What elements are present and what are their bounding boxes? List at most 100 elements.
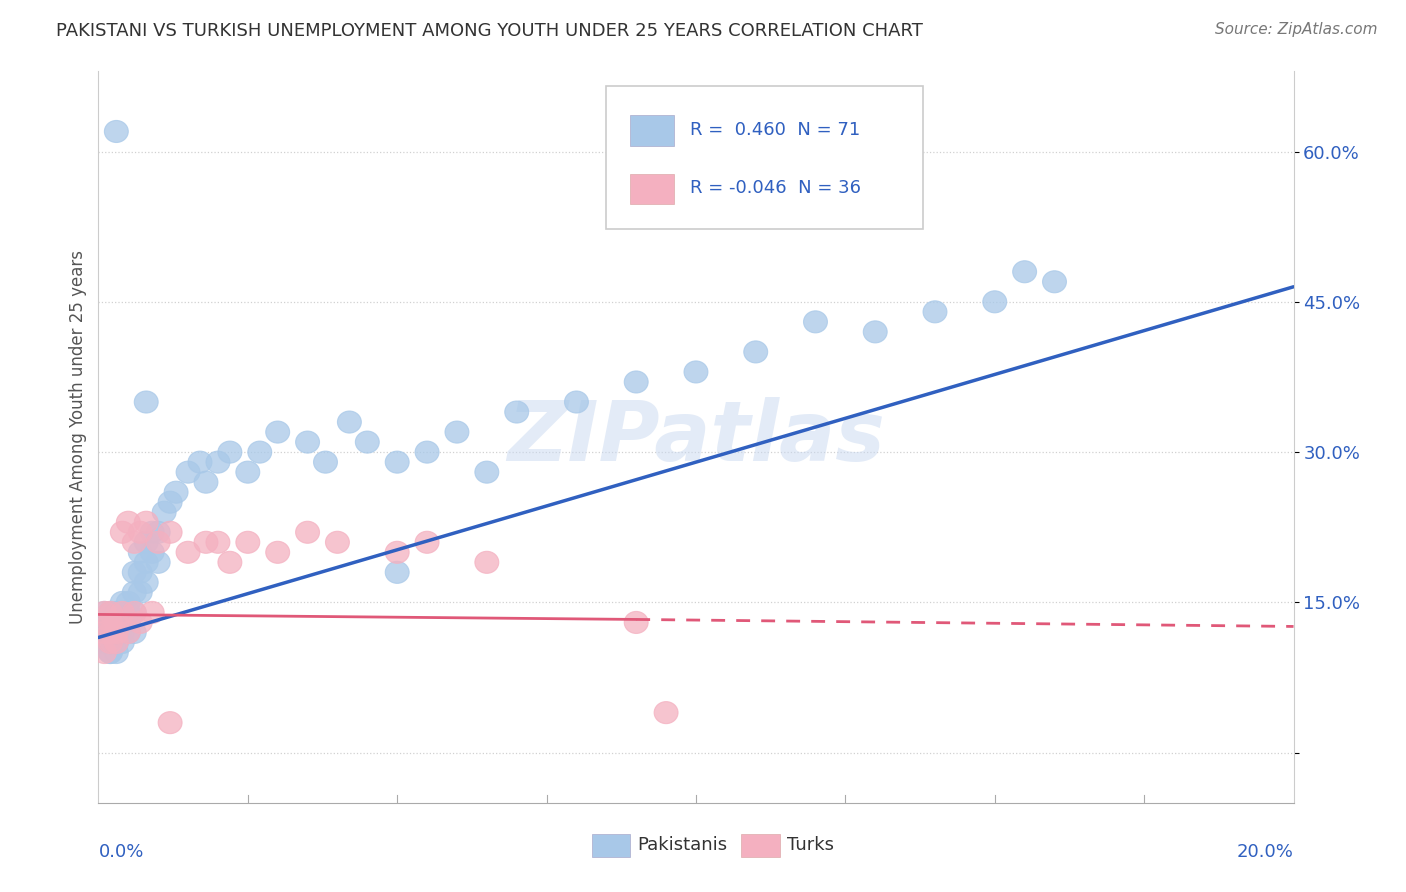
Ellipse shape — [122, 532, 146, 553]
Ellipse shape — [415, 441, 439, 463]
Ellipse shape — [565, 391, 589, 413]
Ellipse shape — [111, 601, 135, 624]
Ellipse shape — [122, 561, 146, 583]
Ellipse shape — [385, 541, 409, 564]
Ellipse shape — [415, 532, 439, 553]
Ellipse shape — [93, 611, 117, 633]
Ellipse shape — [104, 601, 128, 624]
Ellipse shape — [93, 622, 117, 643]
Ellipse shape — [104, 622, 128, 643]
Ellipse shape — [98, 622, 122, 643]
Ellipse shape — [93, 601, 117, 624]
Ellipse shape — [104, 120, 128, 143]
Text: R = -0.046  N = 36: R = -0.046 N = 36 — [690, 179, 860, 197]
Ellipse shape — [207, 532, 231, 553]
Ellipse shape — [159, 712, 183, 733]
Ellipse shape — [98, 611, 122, 633]
Ellipse shape — [117, 611, 141, 633]
Ellipse shape — [146, 551, 170, 574]
Ellipse shape — [218, 551, 242, 574]
Ellipse shape — [475, 551, 499, 574]
Ellipse shape — [128, 521, 152, 543]
Ellipse shape — [218, 441, 242, 463]
Text: Source: ZipAtlas.com: Source: ZipAtlas.com — [1215, 22, 1378, 37]
Ellipse shape — [141, 521, 165, 543]
Ellipse shape — [983, 291, 1007, 313]
Ellipse shape — [236, 532, 260, 553]
Ellipse shape — [159, 521, 183, 543]
Ellipse shape — [93, 641, 117, 664]
FancyBboxPatch shape — [630, 115, 675, 146]
Ellipse shape — [207, 451, 231, 473]
Text: R =  0.460  N = 71: R = 0.460 N = 71 — [690, 121, 860, 139]
Ellipse shape — [141, 541, 165, 564]
Ellipse shape — [98, 622, 122, 643]
Ellipse shape — [117, 622, 141, 643]
Ellipse shape — [924, 301, 948, 323]
Ellipse shape — [135, 391, 159, 413]
Ellipse shape — [247, 441, 271, 463]
Ellipse shape — [505, 401, 529, 423]
Ellipse shape — [111, 611, 135, 633]
Ellipse shape — [159, 491, 183, 513]
Ellipse shape — [624, 611, 648, 633]
Ellipse shape — [122, 601, 146, 624]
Ellipse shape — [266, 421, 290, 443]
Ellipse shape — [135, 511, 159, 533]
Ellipse shape — [1012, 260, 1036, 283]
Ellipse shape — [98, 611, 122, 633]
Ellipse shape — [104, 611, 128, 633]
Text: 20.0%: 20.0% — [1237, 843, 1294, 861]
Ellipse shape — [117, 601, 141, 624]
Ellipse shape — [104, 622, 128, 643]
Text: 0.0%: 0.0% — [98, 843, 143, 861]
Ellipse shape — [804, 310, 827, 333]
Ellipse shape — [685, 361, 709, 383]
Ellipse shape — [188, 451, 212, 473]
Ellipse shape — [98, 601, 122, 624]
Ellipse shape — [98, 641, 122, 664]
Ellipse shape — [135, 572, 159, 593]
Ellipse shape — [122, 582, 146, 603]
Ellipse shape — [122, 622, 146, 643]
Ellipse shape — [295, 521, 319, 543]
Ellipse shape — [128, 611, 152, 633]
Ellipse shape — [128, 561, 152, 583]
Ellipse shape — [446, 421, 470, 443]
Ellipse shape — [146, 532, 170, 553]
FancyBboxPatch shape — [741, 833, 780, 857]
Ellipse shape — [194, 532, 218, 553]
Ellipse shape — [337, 411, 361, 434]
Text: Pakistanis: Pakistanis — [637, 836, 727, 855]
Ellipse shape — [356, 431, 380, 453]
Ellipse shape — [104, 632, 128, 654]
Ellipse shape — [117, 511, 141, 533]
Ellipse shape — [98, 601, 122, 624]
Ellipse shape — [326, 532, 350, 553]
Ellipse shape — [128, 582, 152, 603]
Ellipse shape — [176, 461, 200, 483]
Ellipse shape — [863, 321, 887, 343]
Ellipse shape — [117, 622, 141, 643]
Ellipse shape — [111, 521, 135, 543]
Ellipse shape — [165, 481, 188, 503]
Ellipse shape — [98, 641, 122, 664]
Ellipse shape — [314, 451, 337, 473]
Ellipse shape — [194, 471, 218, 493]
Ellipse shape — [236, 461, 260, 483]
Ellipse shape — [654, 702, 678, 723]
Ellipse shape — [385, 451, 409, 473]
Ellipse shape — [135, 532, 159, 553]
Ellipse shape — [135, 551, 159, 574]
FancyBboxPatch shape — [606, 86, 922, 228]
Ellipse shape — [93, 632, 117, 654]
Ellipse shape — [98, 632, 122, 654]
Ellipse shape — [152, 501, 176, 524]
Ellipse shape — [93, 601, 117, 624]
Text: ZIPatlas: ZIPatlas — [508, 397, 884, 477]
Ellipse shape — [111, 601, 135, 624]
Ellipse shape — [1043, 271, 1067, 293]
Ellipse shape — [117, 591, 141, 614]
Ellipse shape — [122, 601, 146, 624]
Ellipse shape — [104, 641, 128, 664]
